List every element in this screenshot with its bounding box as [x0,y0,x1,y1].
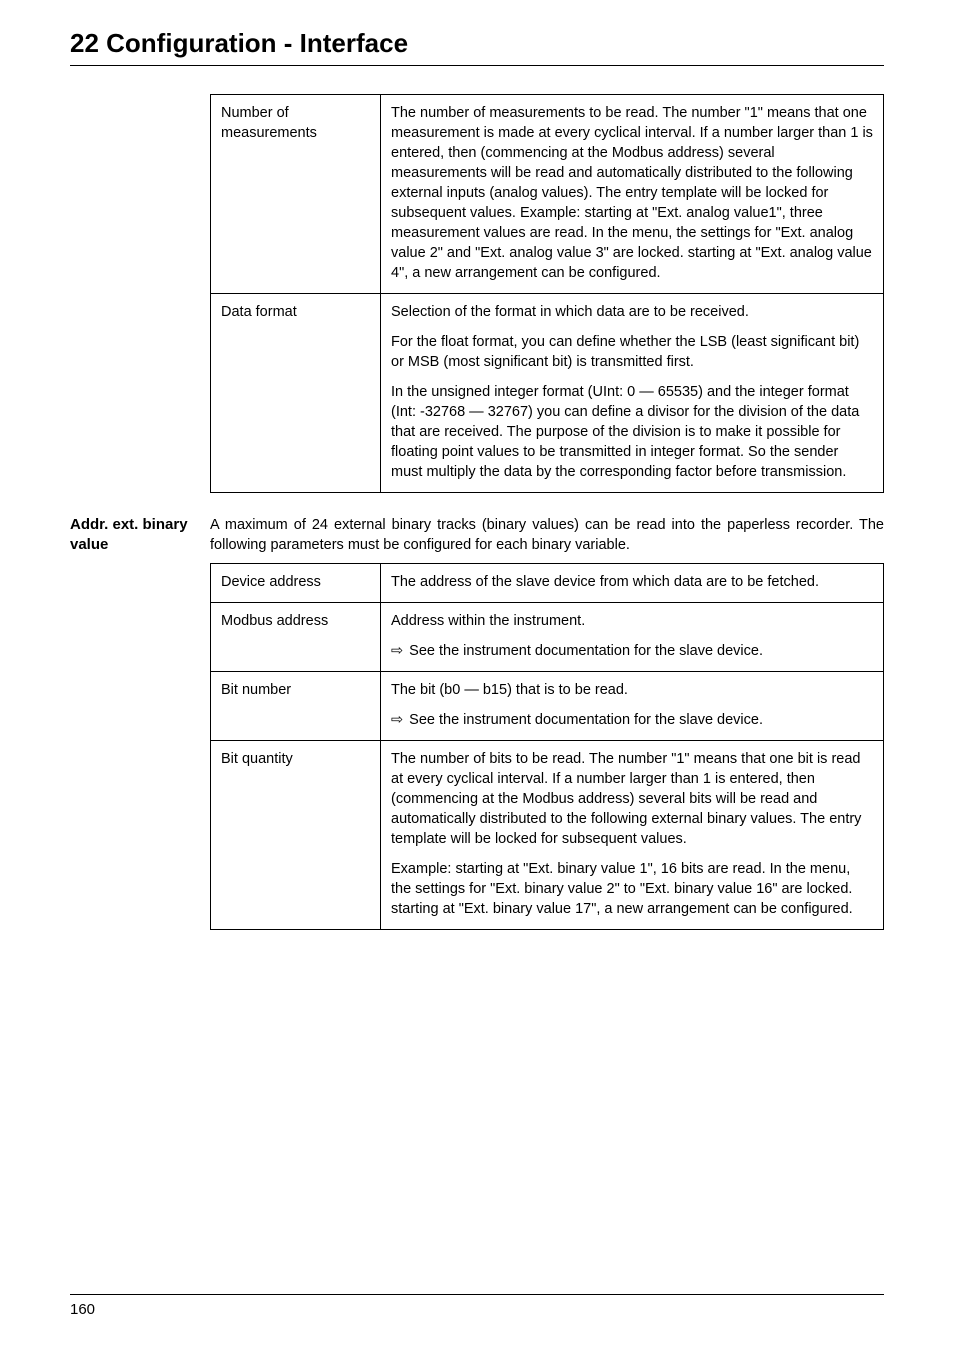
table-key-cell: Bit number [211,672,381,741]
table1-wrapper: Number of measurementsThe number of meas… [210,94,884,493]
side-label: Addr. ext. binary value [70,515,210,556]
table-key-cell: Modbus address [211,603,381,672]
cell-arrow-line: ⇨ See the instrument documentation for th… [391,641,873,661]
table-value-cell: The number of bits to be read. The numbe… [381,741,884,930]
footer-rule [70,1294,884,1295]
intro-col: A maximum of 24 external binary tracks (… [210,515,884,930]
table2: Device address The address of the slave d… [210,563,884,930]
title-rule [70,65,884,66]
cell-paragraph: Address within the instrument. [391,611,873,631]
table-row: Bit numberThe bit (b0 — b15) that is to … [211,672,884,741]
cell-paragraph: Selection of the format in which data ar… [391,302,873,322]
table-row: Bit quantityThe number of bits to be rea… [211,741,884,930]
section-row: Addr. ext. binary value A maximum of 24 … [70,515,884,930]
cell-paragraph: In the unsigned integer format (UInt: 0 … [391,382,873,482]
table1: Number of measurementsThe number of meas… [210,94,884,493]
arrow-icon: ⇨ [391,641,403,661]
page-number: 160 [70,1301,884,1318]
intro-paragraph: A maximum of 24 external binary tracks (… [210,515,884,555]
cell-arrow-text: See the instrument documentation for the… [409,641,763,661]
cell-paragraph: The bit (b0 — b15) that is to be read. [391,680,873,700]
page-footer: 160 [70,1294,884,1318]
cell-paragraph: Example: starting at "Ext. binary value … [391,859,873,919]
table-value-cell: The bit (b0 — b15) that is to be read. ⇨ S… [381,672,884,741]
side-label-line1: Addr. ext. binary value [70,516,188,553]
table-value-cell: The address of the slave device from whi… [381,564,884,603]
table-row: Modbus addressAddress within the instrum… [211,603,884,672]
table-row: Data format Selection of the format in wh… [211,294,884,493]
table-value-cell: The number of measurements to be read. T… [381,95,884,294]
chapter-title: 22 Configuration - Interface [70,28,884,59]
table-value-cell: Selection of the format in which data ar… [381,294,884,493]
cell-paragraph: For the float format, you can define whe… [391,332,873,372]
cell-arrow-text: See the instrument documentation for the… [409,710,763,730]
table-row: Number of measurementsThe number of meas… [211,95,884,294]
table-key-cell: Bit quantity [211,741,381,930]
table-key-cell: Data format [211,294,381,493]
cell-paragraph: The number of measurements to be read. T… [391,103,873,283]
table-value-cell: Address within the instrument. ⇨ See the i… [381,603,884,672]
table-key-cell: Device address [211,564,381,603]
cell-arrow-line: ⇨ See the instrument documentation for th… [391,710,873,730]
table-key-cell: Number of measurements [211,95,381,294]
table-row: Device address The address of the slave d… [211,564,884,603]
cell-paragraph: The address of the slave device from whi… [391,572,873,592]
arrow-icon: ⇨ [391,710,403,730]
cell-paragraph: The number of bits to be read. The numbe… [391,749,873,849]
